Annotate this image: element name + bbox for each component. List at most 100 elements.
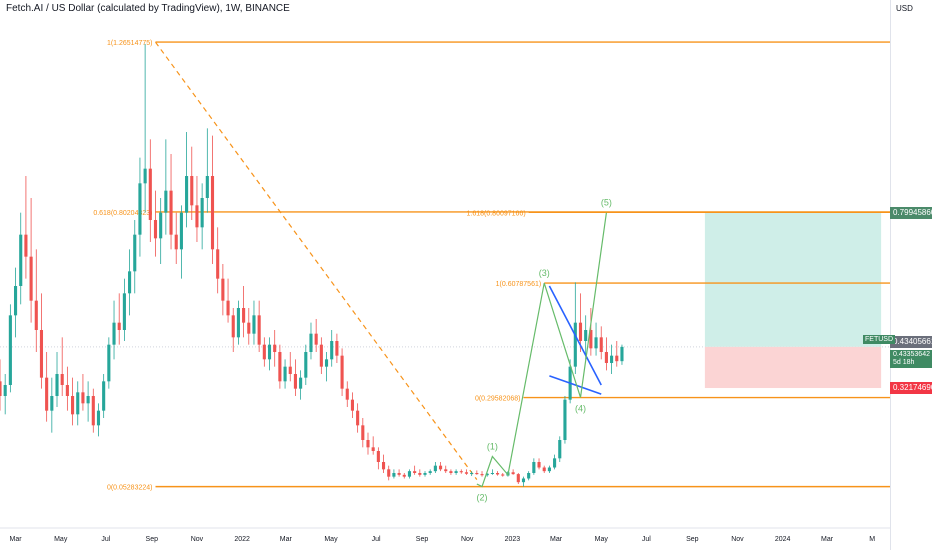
candle-76	[387, 469, 391, 477]
candle-61	[309, 333, 313, 352]
candle-101	[516, 474, 520, 483]
candle-14	[65, 385, 69, 396]
x-tick-label-0: Mar	[10, 536, 23, 543]
x-tick-label-18: Mar	[821, 536, 834, 543]
x-tick-label-7: May	[324, 536, 338, 543]
x-tick-label-14: Jul	[642, 536, 651, 543]
x-tick-label-17: 2024	[775, 536, 791, 543]
candle-10	[45, 377, 49, 411]
candle-110	[563, 399, 567, 440]
candle-11	[50, 396, 54, 411]
candle-27	[133, 234, 137, 272]
x-tick-label-12: Mar	[550, 536, 563, 543]
fib-label-3: 1.618(0.80097166)	[466, 210, 525, 217]
candle-85	[433, 465, 437, 472]
candle-96	[490, 473, 494, 474]
wedge-line-1	[549, 375, 602, 395]
candle-2	[3, 385, 7, 396]
candle-20	[96, 410, 101, 426]
x-tick-label-8: Jul	[372, 536, 381, 543]
candle-67	[340, 355, 344, 389]
candle-97	[496, 473, 500, 475]
x-tick-label-6: Mar	[280, 536, 293, 543]
current-price-badge: 0.43353642 5d 18h	[890, 349, 932, 368]
candle-13	[60, 374, 64, 385]
candle-71	[361, 425, 365, 440]
candle-35	[174, 234, 178, 250]
candle-82	[418, 473, 422, 475]
candle-72	[366, 440, 370, 448]
candle-3	[8, 315, 12, 385]
candle-23	[112, 322, 116, 345]
candle-4	[13, 286, 18, 316]
candle-108	[553, 458, 557, 468]
candle-102	[521, 478, 526, 483]
candle-95	[485, 473, 489, 476]
candle-58	[293, 374, 297, 389]
x-tick-label-3: Sep	[146, 536, 159, 543]
candle-6	[24, 234, 28, 257]
candle-114	[584, 330, 588, 341]
x-tick-label-13: May	[595, 536, 609, 543]
candle-65	[330, 341, 334, 360]
candle-7	[29, 256, 33, 301]
candle-45	[226, 300, 230, 316]
candle-87	[444, 469, 448, 472]
candle-52	[262, 344, 266, 360]
candle-106	[542, 467, 546, 472]
candle-64	[324, 359, 329, 367]
candle-41	[205, 176, 209, 198]
candle-21	[102, 381, 106, 411]
candle-24	[117, 322, 121, 330]
candle-62	[314, 333, 318, 345]
candle-74	[376, 451, 380, 462]
x-tick-label-1: May	[54, 536, 68, 543]
symbol-badge: FETUSD	[863, 335, 895, 344]
candle-86	[439, 465, 443, 470]
candle-107	[547, 467, 551, 472]
candle-30	[148, 168, 152, 220]
candle-105	[537, 462, 541, 468]
candle-117	[599, 337, 603, 352]
fib-label-2: 0(0.05283224)	[107, 485, 153, 492]
x-tick-label-16: Nov	[731, 536, 744, 543]
candle-56	[283, 366, 287, 382]
candle-91	[464, 472, 469, 474]
candle-15	[71, 396, 75, 415]
candle-32	[159, 212, 163, 239]
target-zone	[704, 212, 882, 347]
fib-label-4: 1(0.60787561)	[496, 281, 542, 288]
candle-55	[278, 352, 282, 382]
candle-112	[573, 322, 577, 367]
candle-80	[407, 471, 412, 477]
candle-68	[345, 388, 349, 400]
candle-93	[475, 473, 479, 475]
candle-43	[216, 249, 220, 279]
x-tick-label-9: Sep	[416, 536, 429, 543]
candle-9	[39, 330, 44, 378]
candle-73	[371, 447, 375, 451]
candle-38	[190, 176, 194, 206]
candle-94	[480, 474, 484, 476]
candle-28	[138, 183, 142, 235]
x-tick-label-11: 2023	[505, 536, 521, 543]
candle-51	[257, 315, 261, 345]
candle-44	[221, 278, 225, 301]
target-price-badge: 0.79945860	[890, 206, 932, 219]
candle-31	[153, 220, 158, 239]
candle-104	[532, 462, 536, 473]
candle-5	[19, 234, 23, 286]
last-price-badge: 0.43405661	[890, 336, 932, 349]
candle-83	[423, 473, 427, 475]
candle-26	[128, 271, 132, 294]
candle-100	[511, 472, 515, 475]
currency-label: USD	[896, 4, 913, 13]
price-axis[interactable]	[890, 0, 932, 550]
candle-50	[252, 315, 256, 334]
wave-label-0: (1)	[487, 442, 498, 452]
candle-118	[604, 352, 608, 363]
candle-60	[304, 352, 308, 378]
candle-16	[76, 392, 80, 415]
stop-price-badge: 0.32174690	[890, 382, 932, 395]
